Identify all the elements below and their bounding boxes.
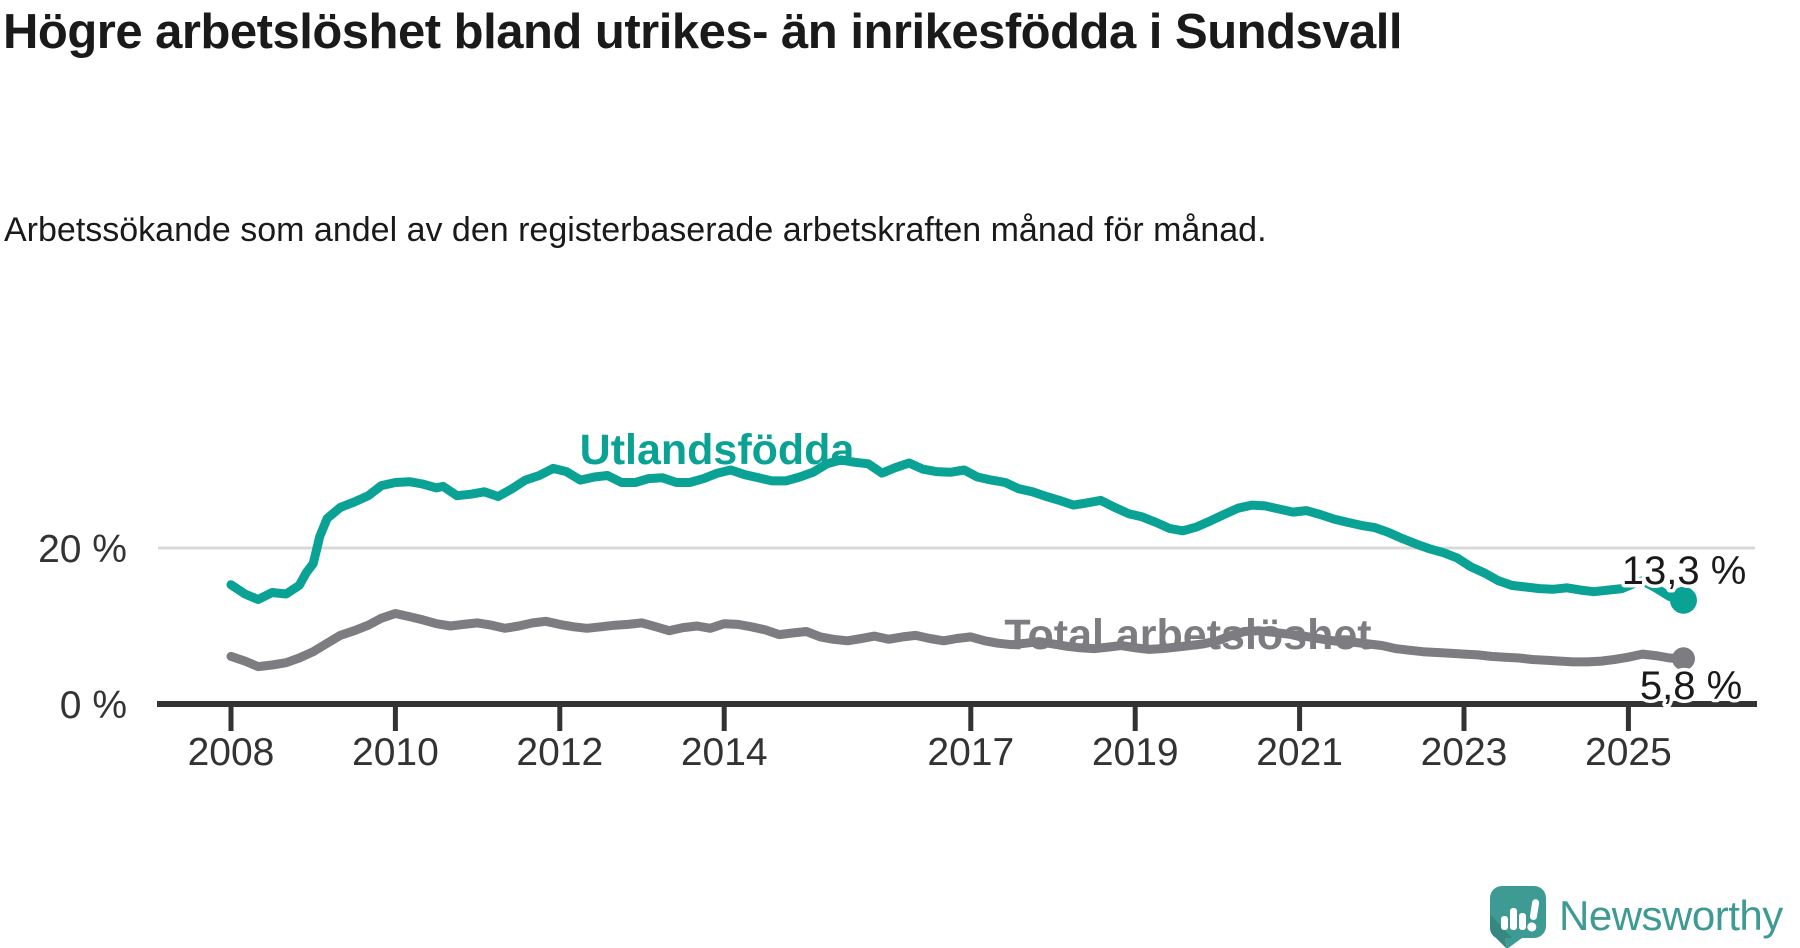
y-tick-label: 0 % — [60, 684, 127, 727]
x-tick-label: 2014 — [681, 731, 768, 774]
page-title: Högre arbetslöshet bland utrikes- än inr… — [3, 5, 1403, 59]
end-point-dots — [1669, 586, 1697, 671]
annotation-total-value: 5,8 % — [1640, 664, 1742, 708]
x-tick-label: 2012 — [516, 731, 603, 774]
series-label-utlandsfodda: Utlandsfödda — [580, 426, 856, 474]
x-tick-label: 2021 — [1256, 731, 1343, 774]
gridlines: 0 % 20 % — [38, 528, 1755, 727]
x-tick-label: 2025 — [1585, 731, 1672, 774]
data-lines — [226, 455, 1688, 672]
x-tick-label: 2019 — [1092, 731, 1179, 774]
line-series-total — [226, 609, 1688, 672]
newsworthy-icon — [1490, 886, 1546, 948]
page-subtitle: Arbetssökande som andel av den registerb… — [4, 211, 1267, 249]
annotation-utlandsfodda-value: 13,3 % — [1622, 549, 1747, 593]
x-tick-label: 2008 — [188, 731, 275, 774]
x-tick-label: 2023 — [1421, 731, 1508, 774]
end-dot-utlandsfodda — [1669, 586, 1697, 614]
line-series-utlandsfodda — [226, 455, 1688, 605]
newsworthy-wordmark: Newsworthy — [1559, 892, 1783, 939]
end-dot-total — [1671, 647, 1695, 671]
x-axis: 2008 2010 2012 2014 2017 2019 2021 2023 2025 — [157, 701, 1757, 774]
x-tick-label: 2010 — [352, 731, 439, 774]
y-tick-label: 20 % — [38, 528, 127, 571]
newsworthy-logo: Newsworthy — [1490, 886, 1783, 948]
series-label-total: Total arbetslöshet — [1004, 611, 1371, 659]
x-tick-label: 2017 — [927, 731, 1014, 774]
